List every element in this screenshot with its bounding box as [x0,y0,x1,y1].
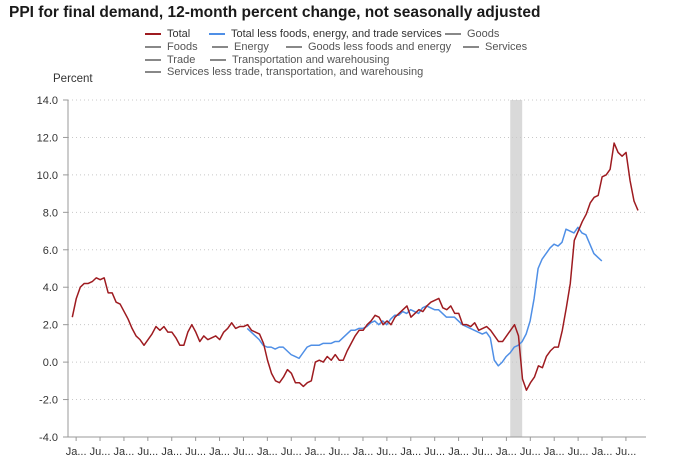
legend-label-total: Total [167,28,191,40]
legend-item-goods-less[interactable]: Goods less foods and energy [286,41,451,53]
x-tick-label: Ja... [400,446,421,458]
legend-swatch-trade [145,59,161,61]
x-tick-label: Ja... [114,446,135,458]
legend-swatch-foods [145,46,161,48]
legend-item-core[interactable]: Total less foods, energy, and trade serv… [209,28,442,40]
x-tick-label: Ju... [233,446,254,458]
chart-title: PPI for final demand, 12-month percent c… [9,4,541,21]
y-tick-label: 8.0 [43,207,58,219]
legend-item-trade[interactable]: Trade [145,54,195,66]
x-tick-label: Ja... [66,446,87,458]
recession-band-layer [510,100,523,437]
y-tick-label: -4.0 [39,432,58,444]
legend-swatch-services-less [145,71,161,73]
y-tick-label: 14.0 [37,95,58,107]
x-tick-label: Ja... [257,446,278,458]
x-tick-label: Ju... [376,446,397,458]
legend-swatch-total [145,33,161,35]
x-tick-label: Ja... [544,446,565,458]
x-tick-label: Ju... [568,446,589,458]
axes: 14.0 12.0 10.0 8.0 6.0 4.0 2.0 0.0 -2.0 -4.0 Ja...… [37,95,646,458]
chart-legend: Total Total less foods, energy, and trad… [0,0,684,80]
legend-item-services[interactable]: Services [463,41,527,53]
legend-swatch-goods [445,33,461,35]
legend-item-energy[interactable]: Energy [212,41,269,53]
x-tick-label: Ja... [161,446,182,458]
y-tick-label: 12.0 [37,132,58,144]
x-tick-label: Ju... [520,446,541,458]
x-tick-label: Ja... [448,446,469,458]
legend-label-foods: Foods [167,41,198,53]
legend-label-trade: Trade [167,54,196,66]
legend-swatch-services [463,46,479,48]
x-tick-label: Ju... [616,446,637,458]
legend-label-energy: Energy [234,41,269,53]
legend-swatch-goods-less [286,46,302,48]
x-tick-label: Ju... [329,446,350,458]
legend-item-goods[interactable]: Goods [445,28,499,40]
y-axis-label: Percent [53,73,93,85]
y-tick-label: -2.0 [39,395,58,407]
y-tick-label: 4.0 [43,282,58,294]
x-tick-label: Ja... [496,446,517,458]
series-line-core[interactable] [246,226,603,367]
legend-swatch-core [209,33,225,35]
series-lines [71,142,639,391]
y-tick-label: 0.0 [43,357,58,369]
legend-swatch-transportation [210,59,226,61]
y-tick-label: 2.0 [43,320,58,332]
legend-item-total[interactable]: Total [145,28,190,40]
x-tick-label: Ja... [353,446,374,458]
legend-label-core: Total less foods, energy, and trade serv… [231,28,442,40]
x-tick-label: Ja... [305,446,326,458]
gridlines [68,99,646,401]
x-tick-label: Ja... [592,446,613,458]
x-tick-label: Ja... [209,446,230,458]
x-tick-label: Ju... [90,446,111,458]
legend-label-services: Services [485,41,528,53]
legend-label-goods-less: Goods less foods and energy [308,41,452,53]
x-tick-label: Ju... [472,446,493,458]
recession-band [510,100,523,437]
x-tick-label: Ju... [424,446,445,458]
legend-label-transportation: Transportation and warehousing [232,54,390,66]
legend-item-foods[interactable]: Foods [145,41,198,53]
legend-item-services-less[interactable]: Services less trade, transportation, and… [145,66,423,78]
legend-item-transportation[interactable]: Transportation and warehousing [210,54,389,66]
legend-swatch-energy [212,46,228,48]
y-tick-label: 10.0 [37,170,58,182]
x-tick-label: Ju... [185,446,206,458]
y-tick-label: 6.0 [43,245,58,257]
x-tick-label: Ju... [281,446,302,458]
series-line-total[interactable] [71,142,639,391]
legend-label-goods: Goods [467,28,500,40]
legend-label-services-less: Services less trade, transportation, and… [167,66,424,78]
x-tick-label: Ju... [137,446,158,458]
